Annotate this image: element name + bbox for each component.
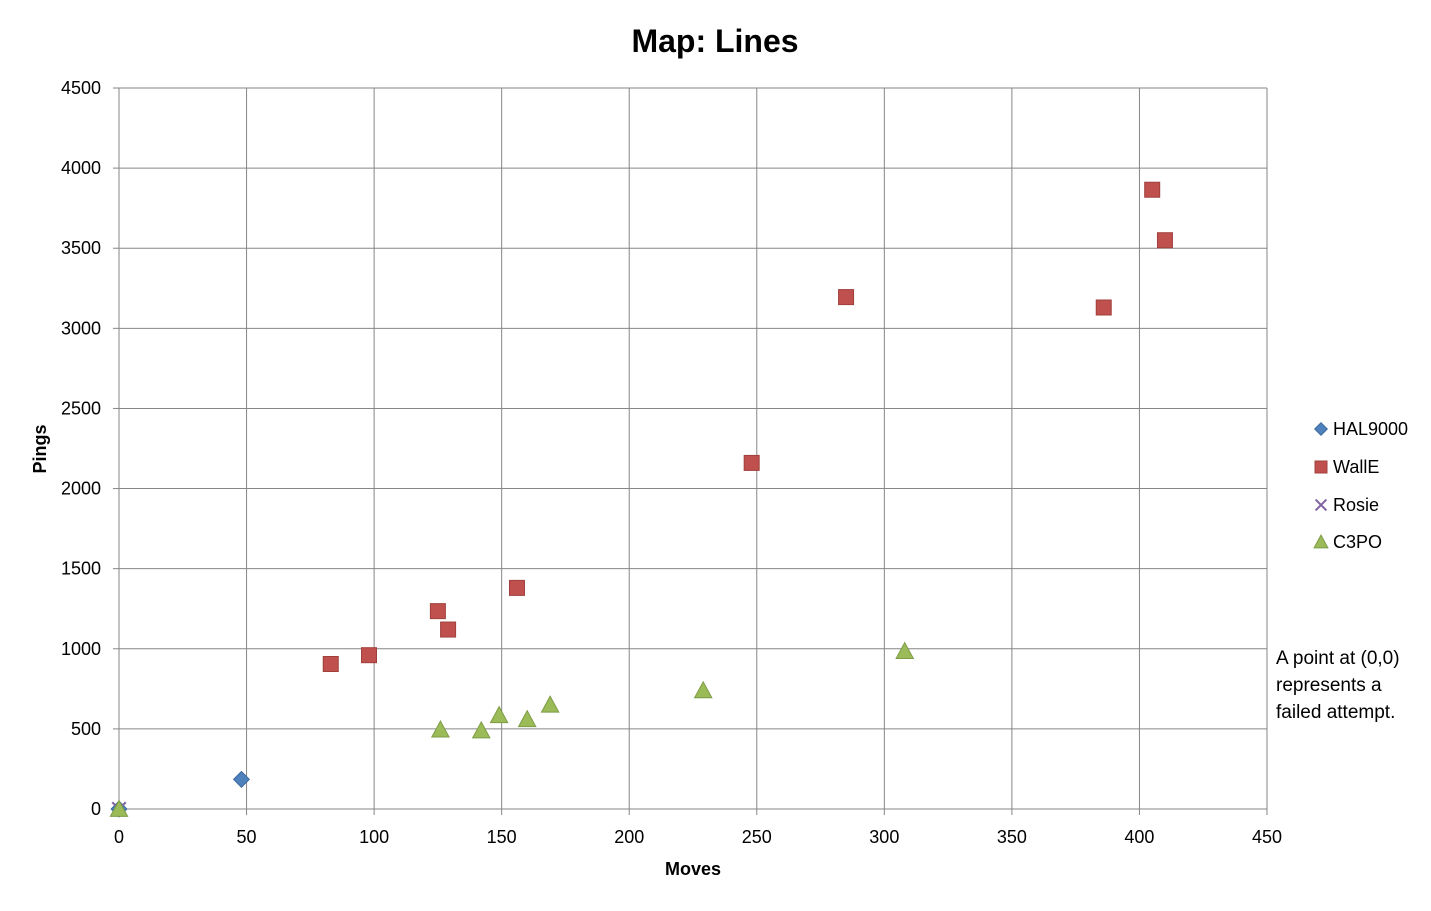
legend-item-c3po: C3PO bbox=[1313, 532, 1382, 552]
point-c3po bbox=[895, 641, 915, 660]
x-tick-label: 0 bbox=[114, 827, 124, 847]
annotation-line: represents a bbox=[1276, 675, 1382, 696]
x-tick-label: 250 bbox=[742, 827, 772, 847]
series-walle bbox=[322, 181, 1173, 672]
x-axis-title: Moves bbox=[665, 859, 721, 879]
y-tick-label: 3000 bbox=[61, 318, 101, 338]
legend-label-hal9000: HAL9000 bbox=[1333, 419, 1408, 439]
tick-labels: 0 50 100 150 200 250 300 350 400 4500500100015002… bbox=[61, 78, 1282, 847]
point-walle bbox=[1144, 181, 1161, 198]
point-c3po bbox=[430, 720, 450, 738]
legend-label-walle: WallE bbox=[1333, 457, 1379, 477]
annotation-line: failed attempt. bbox=[1276, 702, 1395, 723]
x-tick-label: 350 bbox=[997, 827, 1027, 847]
annotation: A point at (0,0) represents a failed attem… bbox=[1276, 648, 1400, 723]
point-walle bbox=[361, 647, 378, 664]
annotation-line: A point at (0,0) bbox=[1276, 648, 1400, 669]
legend-marker-c3po bbox=[1313, 534, 1329, 549]
point-walle bbox=[508, 579, 525, 596]
point-walle bbox=[743, 454, 760, 471]
point-walle bbox=[440, 621, 457, 638]
y-tick-label: 1000 bbox=[61, 639, 101, 659]
axes bbox=[113, 87, 1268, 815]
point-walle bbox=[838, 289, 855, 306]
point-c3po bbox=[540, 695, 560, 713]
y-tick-label: 3500 bbox=[61, 238, 101, 258]
y-tick-label: 4000 bbox=[61, 158, 101, 178]
legend-marker-hal9000 bbox=[1313, 421, 1329, 437]
series-hal9000 bbox=[110, 770, 251, 818]
point-c3po bbox=[517, 709, 537, 728]
legend-item-rosie: Rosie bbox=[1314, 495, 1379, 515]
point-c3po bbox=[471, 720, 491, 739]
x-tick-label: 50 bbox=[237, 827, 257, 847]
x-tick-label: 100 bbox=[359, 827, 389, 847]
y-tick-label: 500 bbox=[71, 719, 101, 739]
y-tick-label: 2500 bbox=[61, 398, 101, 418]
legend-marker-rosie bbox=[1314, 498, 1328, 512]
legend-item-walle: WallE bbox=[1314, 457, 1379, 477]
point-walle bbox=[1095, 299, 1112, 316]
point-walle bbox=[1156, 232, 1173, 249]
series-c3po bbox=[109, 641, 915, 817]
point-c3po bbox=[693, 680, 713, 699]
chart-title: Map: Lines bbox=[631, 23, 798, 59]
legend: HAL9000 WallE Rosie C3PO bbox=[1313, 419, 1408, 552]
legend-label-c3po: C3PO bbox=[1333, 532, 1382, 552]
legend-marker-walle bbox=[1314, 460, 1328, 474]
legend-item-hal9000: HAL9000 bbox=[1313, 419, 1408, 439]
x-tick-label: 150 bbox=[487, 827, 517, 847]
point-hal9000 bbox=[232, 770, 251, 788]
point-walle bbox=[322, 655, 339, 672]
x-tick-label: 300 bbox=[869, 827, 899, 847]
y-tick-label: 2000 bbox=[61, 479, 101, 499]
y-tick-label: 1500 bbox=[61, 559, 101, 579]
legend-marker-rosie-stroke bbox=[1314, 498, 1328, 512]
point-c3po bbox=[109, 799, 129, 817]
legend-label-rosie: Rosie bbox=[1333, 495, 1379, 515]
data-points bbox=[109, 181, 1173, 818]
x-tick-label: 450 bbox=[1252, 827, 1282, 847]
y-tick-label: 0 bbox=[91, 799, 101, 819]
gridlines bbox=[118, 87, 1268, 810]
x-tick-label: 400 bbox=[1124, 827, 1154, 847]
x-tick-label: 200 bbox=[614, 827, 644, 847]
point-c3po bbox=[489, 705, 509, 724]
y-tick-label: 4500 bbox=[61, 78, 101, 98]
y-axis-title: Pings bbox=[30, 424, 50, 473]
point-walle bbox=[429, 603, 446, 620]
